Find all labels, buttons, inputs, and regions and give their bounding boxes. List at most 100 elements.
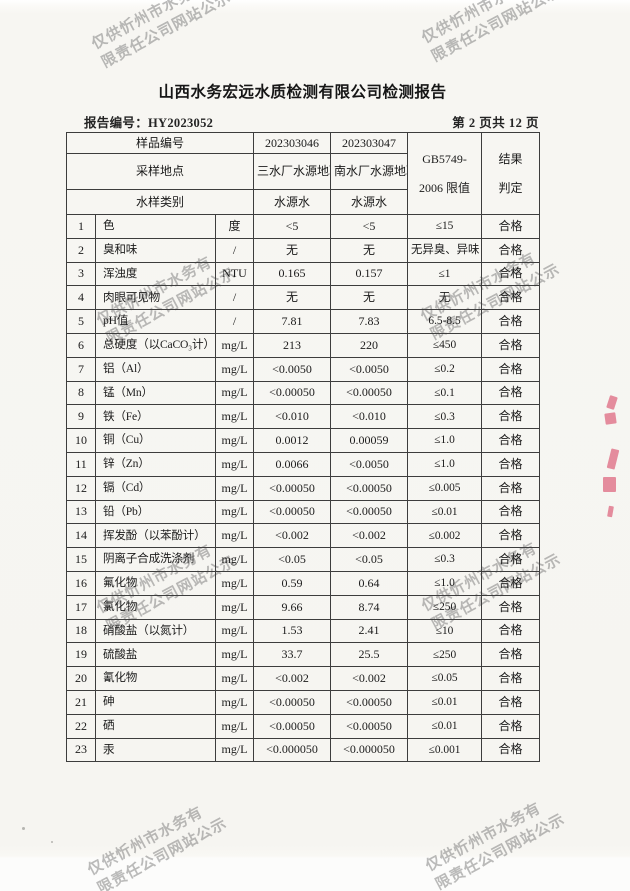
- cell-unit: mg/L: [214, 428, 255, 453]
- watermark-line: 限责任公司网站公示: [98, 0, 234, 72]
- cell-parameter-name: 硫酸盐: [95, 642, 216, 668]
- table-row: 23 汞 mg/L <0.000050 <0.000050 ≤0.001 合格: [66, 737, 541, 763]
- cell-sample2-value: 无: [330, 237, 409, 263]
- cell-unit: mg/L: [214, 689, 255, 715]
- cell-unit: mg/L: [214, 499, 255, 525]
- cell-limit: ≤0.05: [407, 666, 483, 691]
- cell-unit: mg/L: [214, 332, 255, 358]
- cell-sample2-value: <0.002: [330, 666, 409, 691]
- cell-parameter-name: 氟化物: [95, 570, 216, 596]
- cell-sample2-value: 0.00059: [330, 428, 409, 453]
- cell-index: 22: [66, 713, 96, 739]
- cell-sample2-value: 220: [330, 332, 409, 358]
- watermark-top-right: 仅供忻州市水务有 限责任公司网站公示: [418, 0, 565, 67]
- cell-unit: mg/L: [214, 594, 255, 620]
- cell-result: 合格: [481, 309, 541, 334]
- cell-index: 6: [66, 332, 96, 358]
- results-table: 样品编号 202303046 202303047 GB5749- 2006 限值…: [65, 132, 541, 763]
- cell-index: 16: [66, 570, 96, 596]
- cell-sample1-value: 33.7: [253, 642, 332, 668]
- cell-unit: mg/L: [214, 451, 255, 477]
- cell-sample1-value: <0.00050: [253, 475, 332, 501]
- cell-sample1-value: <0.0050: [253, 356, 332, 382]
- cell-index: 21: [66, 689, 96, 715]
- table-row: 19 硫酸盐 mg/L 33.7 25.5 ≤250 合格: [66, 642, 541, 668]
- header-location-label: 采样地点: [65, 153, 255, 190]
- cell-sample2-value: <0.0050: [330, 451, 409, 477]
- table-row: 18 硝酸盐（以氮计） mg/L 1.53 2.41 ≤10 合格: [66, 618, 541, 644]
- cell-index: 2: [66, 237, 96, 263]
- header-row-location: 采样地点 三水厂水源地取水口 南水厂水源地取水口: [65, 153, 540, 190]
- cell-unit: mg/L: [214, 475, 255, 501]
- cell-result: 合格: [481, 404, 541, 430]
- cell-result: 合格: [481, 547, 541, 572]
- limit-standard-line2: 2006 限值: [419, 180, 471, 195]
- cell-parameter-name: 总硬度（以CaCO₃计）: [95, 332, 216, 358]
- cell-index: 10: [66, 428, 96, 453]
- stamp-fragment: [603, 477, 616, 492]
- watermark-line: 仅供忻州市水务有: [88, 0, 210, 53]
- cell-sample1-value: <0.000050: [253, 737, 332, 763]
- table-row: 20 氰化物 mg/L <0.002 <0.002 ≤0.05 合格: [66, 666, 541, 691]
- cell-limit: ≤1: [407, 261, 483, 287]
- cell-index: 17: [66, 594, 96, 620]
- cell-unit: mg/L: [214, 666, 255, 691]
- table-row: 9 铁（Fe） mg/L <0.010 <0.010 ≤0.3 合格: [66, 404, 541, 430]
- cell-sample2-value: 8.74: [330, 594, 409, 620]
- cell-unit: /: [214, 309, 255, 334]
- cell-result: 合格: [481, 356, 541, 382]
- table-row: 5 pH值 / 7.81 7.83 6.5-8.5 合格: [66, 309, 541, 334]
- cell-sample1-value: <0.010: [253, 404, 332, 430]
- stamp-fragment: [606, 395, 618, 410]
- cell-limit: 无: [407, 285, 483, 311]
- cell-parameter-name: 肉眼可见物: [95, 285, 216, 311]
- cell-index: 4: [66, 285, 96, 311]
- header-location-2: 南水厂水源地取水口: [330, 153, 409, 190]
- cell-parameter-name: 铜（Cu）: [95, 428, 216, 453]
- cell-sample2-value: <0.00050: [330, 380, 409, 406]
- watermark-line: 仅供忻州市水务有: [422, 799, 544, 875]
- table-row: 6 总硬度（以CaCO₃计） mg/L 213 220 ≤450 合格: [66, 332, 541, 358]
- cell-sample2-value: 0.157: [330, 261, 409, 287]
- cell-result: 合格: [481, 380, 541, 406]
- cell-index: 19: [66, 642, 96, 668]
- cell-index: 14: [66, 523, 96, 549]
- header-row-category: 水样类别 水源水 水源水: [65, 189, 540, 215]
- cell-parameter-name: 臭和味: [95, 237, 216, 263]
- page-indicator: 第 2 页共 12 页: [452, 116, 539, 130]
- table-row: 12 镉（Cd） mg/L <0.00050 <0.00050 ≤0.005 合…: [66, 475, 541, 501]
- cell-parameter-name: 锰（Mn）: [95, 380, 216, 406]
- cell-sample2-value: <5: [330, 214, 409, 239]
- cell-parameter-name: 色: [95, 214, 216, 239]
- cell-index: 1: [66, 214, 96, 239]
- cell-sample1-value: <0.00050: [253, 713, 332, 739]
- cell-parameter-name: 铁（Fe）: [95, 404, 216, 430]
- cell-unit: NTU: [214, 261, 255, 287]
- header-location-1: 三水厂水源地取水口: [253, 153, 332, 190]
- stamp-fragment: [604, 412, 617, 425]
- stamp-fragment: [607, 505, 614, 518]
- cell-sample1-value: <5: [253, 214, 332, 239]
- cell-parameter-name: pH值: [95, 309, 216, 334]
- cell-index: 9: [66, 404, 96, 430]
- table-row: 3 浑浊度 NTU 0.165 0.157 ≤1 合格: [66, 261, 541, 287]
- cell-sample1-value: 0.0012: [253, 428, 332, 453]
- cell-sample2-value: 7.83: [330, 309, 409, 334]
- cell-result: 合格: [481, 261, 541, 287]
- watermark-line: 限责任公司网站公示: [94, 814, 230, 891]
- cell-index: 23: [66, 737, 96, 763]
- cell-sample1-value: 9.66: [253, 594, 332, 620]
- cell-sample2-value: 无: [330, 285, 409, 311]
- table-row: 17 氯化物 mg/L 9.66 8.74 ≤250 合格: [66, 594, 541, 620]
- cell-sample1-value: 0.0066: [253, 451, 332, 477]
- scan-speck: [22, 827, 25, 830]
- cell-unit: mg/L: [214, 380, 255, 406]
- table-row: 11 锌（Zn） mg/L 0.0066 <0.0050 ≤1.0 合格: [66, 451, 541, 477]
- cell-sample2-value: <0.05: [330, 547, 409, 572]
- cell-sample2-value: <0.00050: [330, 689, 409, 715]
- cell-limit: ≤0.01: [407, 713, 483, 739]
- cell-result: 合格: [481, 642, 541, 668]
- cell-unit: mg/L: [214, 547, 255, 572]
- stamp-fragment: [606, 448, 620, 470]
- cell-unit: mg/L: [214, 618, 255, 644]
